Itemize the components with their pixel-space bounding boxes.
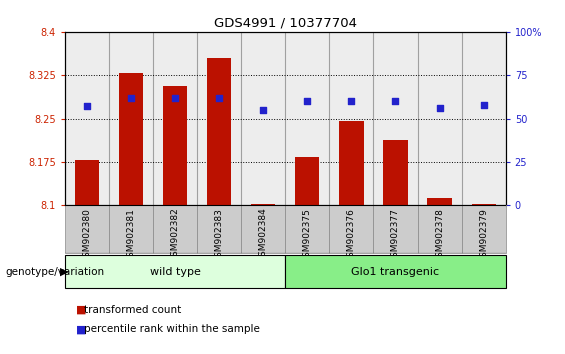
Bar bbox=[329, 32, 373, 205]
Bar bbox=[119, 74, 143, 205]
Point bbox=[127, 95, 136, 101]
Bar bbox=[340, 121, 363, 205]
Text: GSM902380: GSM902380 bbox=[82, 208, 92, 263]
Text: genotype/variation: genotype/variation bbox=[6, 267, 105, 277]
Text: GSM902378: GSM902378 bbox=[435, 208, 444, 263]
Bar bbox=[153, 205, 197, 253]
Bar bbox=[65, 32, 109, 205]
Bar bbox=[207, 58, 231, 205]
Bar bbox=[285, 255, 506, 289]
Point bbox=[215, 95, 224, 101]
Text: ▶: ▶ bbox=[59, 267, 68, 277]
Bar bbox=[153, 32, 197, 205]
Point bbox=[303, 98, 312, 104]
Bar bbox=[75, 160, 99, 205]
Point bbox=[479, 102, 488, 108]
Bar bbox=[295, 157, 319, 205]
Bar bbox=[197, 205, 241, 253]
Point bbox=[82, 104, 92, 109]
Text: GSM902377: GSM902377 bbox=[391, 208, 400, 263]
Bar bbox=[418, 32, 462, 205]
Text: GSM902375: GSM902375 bbox=[303, 208, 312, 263]
Bar bbox=[251, 204, 275, 205]
Bar bbox=[418, 205, 462, 253]
Bar bbox=[472, 204, 496, 205]
Bar bbox=[65, 255, 285, 289]
Text: GSM902383: GSM902383 bbox=[215, 208, 224, 263]
Bar bbox=[373, 205, 418, 253]
Text: ■: ■ bbox=[76, 324, 87, 334]
Point bbox=[391, 98, 400, 104]
Bar bbox=[241, 205, 285, 253]
Bar bbox=[109, 32, 153, 205]
Point bbox=[347, 98, 356, 104]
Bar bbox=[241, 32, 285, 205]
Bar bbox=[373, 32, 418, 205]
Text: wild type: wild type bbox=[150, 267, 201, 277]
Bar bbox=[329, 205, 373, 253]
Title: GDS4991 / 10377704: GDS4991 / 10377704 bbox=[214, 16, 357, 29]
Bar bbox=[163, 86, 187, 205]
Bar bbox=[65, 205, 109, 253]
Bar bbox=[285, 32, 329, 205]
Bar bbox=[109, 205, 153, 253]
Bar bbox=[197, 32, 241, 205]
Point bbox=[435, 105, 444, 111]
Text: percentile rank within the sample: percentile rank within the sample bbox=[84, 324, 259, 334]
Text: transformed count: transformed count bbox=[84, 305, 181, 315]
Point bbox=[259, 107, 268, 113]
Text: Glo1 transgenic: Glo1 transgenic bbox=[351, 267, 440, 277]
Text: GSM902384: GSM902384 bbox=[259, 208, 268, 262]
Bar bbox=[384, 140, 407, 205]
Bar bbox=[462, 32, 506, 205]
Point bbox=[171, 95, 180, 101]
Bar bbox=[428, 198, 451, 205]
Text: GSM902379: GSM902379 bbox=[479, 208, 488, 263]
Text: GSM902381: GSM902381 bbox=[127, 208, 136, 263]
Text: GSM902376: GSM902376 bbox=[347, 208, 356, 263]
Text: ■: ■ bbox=[76, 305, 87, 315]
Text: GSM902382: GSM902382 bbox=[171, 208, 180, 262]
Bar bbox=[462, 205, 506, 253]
Bar bbox=[285, 205, 329, 253]
